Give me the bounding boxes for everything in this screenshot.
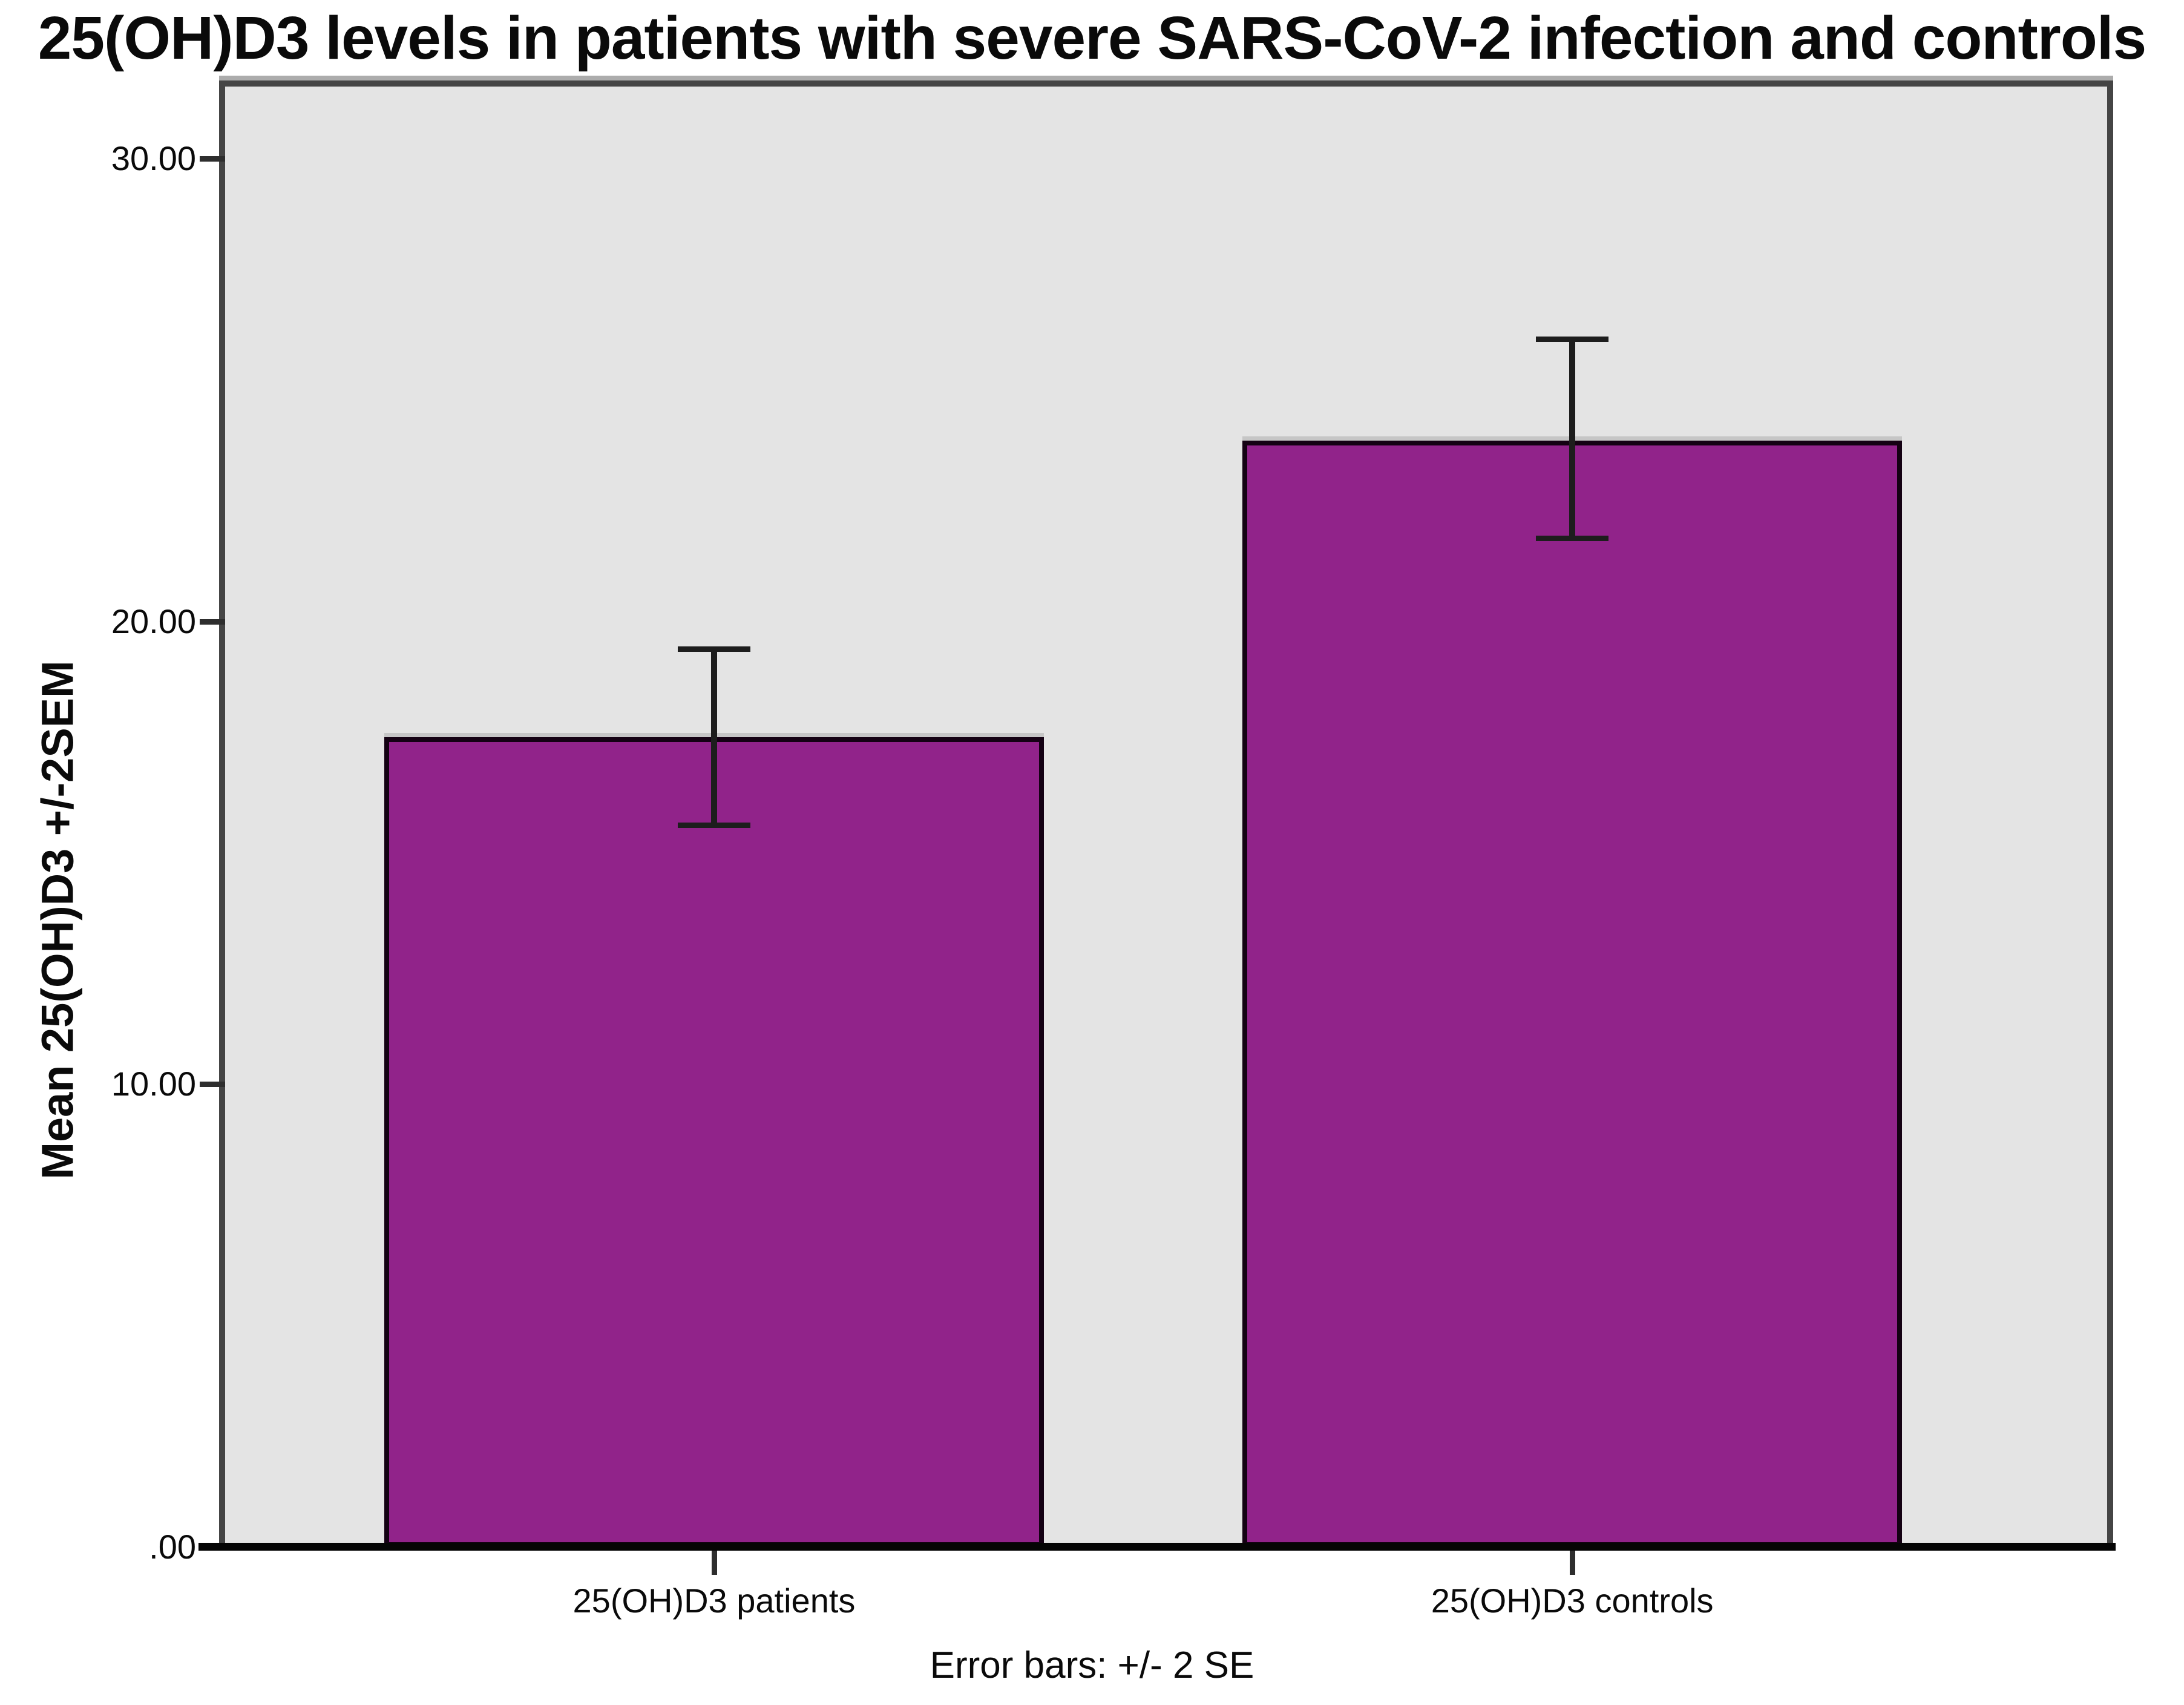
error-bar-cap-lower <box>1536 535 1609 541</box>
error-bar-cap-upper <box>677 646 750 652</box>
error-bars-caption: Error bars: +/- 2 SE <box>930 1644 1254 1686</box>
error-bar-line <box>1569 339 1576 539</box>
y-axis-tick-label: 10.00 <box>111 1065 196 1103</box>
x-axis-line <box>198 1543 2116 1551</box>
bar-patients <box>384 737 1044 1547</box>
x-category-label: 25(OH)D3 controls <box>1431 1582 1714 1620</box>
y-axis-tick-label: 20.00 <box>111 602 196 640</box>
y-axis-tick <box>200 156 225 162</box>
y-axis-tick <box>200 619 225 625</box>
x-axis-tick <box>1570 1547 1576 1575</box>
x-axis-tick <box>711 1547 717 1575</box>
y-axis-tick-label: .00 <box>149 1528 196 1566</box>
y-axis-tick <box>200 1082 225 1088</box>
y-axis-tick-label: 30.00 <box>111 139 196 177</box>
error-bar-cap-lower <box>677 822 750 828</box>
x-category-label: 25(OH)D3 patients <box>572 1582 856 1620</box>
chart-title: 25(OH)D3 levels in patients with severe … <box>38 4 2146 72</box>
error-bar-cap-upper <box>1536 336 1609 342</box>
error-bar-line <box>710 649 717 826</box>
bar-controls <box>1242 441 1903 1547</box>
